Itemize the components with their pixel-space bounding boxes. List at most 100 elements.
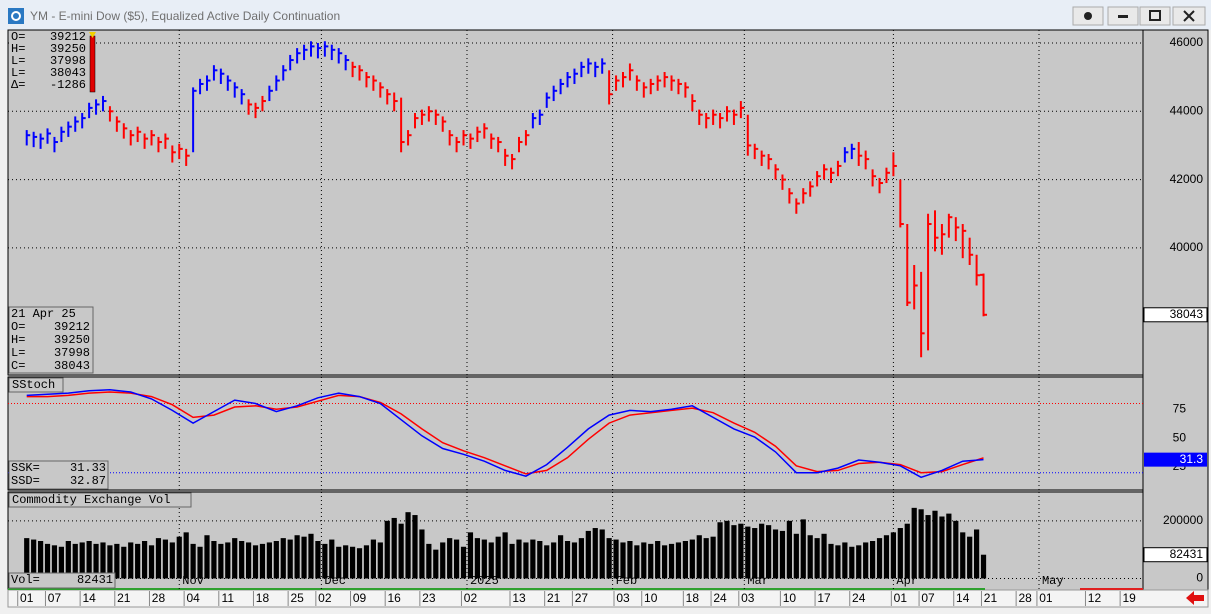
volume-bar bbox=[391, 517, 397, 579]
volume-bar bbox=[343, 545, 349, 579]
window-buttons bbox=[1072, 6, 1206, 26]
volume-bar bbox=[634, 545, 640, 579]
volume-bar bbox=[232, 538, 238, 579]
last-price-box bbox=[1143, 307, 1208, 323]
x-tick-label: 01 bbox=[20, 591, 34, 605]
volume-bar bbox=[218, 543, 224, 579]
volume-bar bbox=[856, 545, 862, 579]
stoch-info-value: 31.33 bbox=[70, 461, 106, 475]
volume-bar bbox=[100, 542, 106, 579]
stoch-info-label: SSD= bbox=[11, 474, 40, 488]
volume-bar bbox=[835, 545, 841, 579]
x-tick-label: 19 bbox=[1122, 591, 1136, 605]
volume-bar bbox=[377, 542, 383, 579]
volume-bar bbox=[315, 541, 321, 579]
title-bar bbox=[0, 0, 1211, 30]
volume-bar bbox=[211, 541, 217, 579]
volume-bar bbox=[190, 543, 196, 579]
info-value: 39250 bbox=[50, 42, 86, 56]
x-tick-label: 14 bbox=[82, 591, 96, 605]
minimize-icon bbox=[1118, 15, 1128, 18]
month-label: Mar bbox=[747, 574, 769, 588]
chart-bg bbox=[8, 30, 1208, 590]
volume-bar bbox=[599, 529, 605, 579]
maximize-button[interactable] bbox=[1139, 6, 1171, 26]
x-tick-label: 03 bbox=[741, 591, 755, 605]
volume-bar bbox=[287, 539, 293, 579]
window-title: YM - E-mini Dow ($5), Equalized Active D… bbox=[30, 9, 340, 23]
x-tick-label: 02 bbox=[464, 591, 478, 605]
last-price-label: 38043 bbox=[1170, 307, 1204, 321]
volume-bar bbox=[405, 512, 411, 579]
bar-info-label: C= bbox=[11, 359, 25, 373]
volume-bar bbox=[592, 528, 598, 579]
volume-bar bbox=[578, 538, 584, 579]
volume-bar bbox=[162, 539, 168, 579]
volume-bar bbox=[793, 533, 799, 579]
y-tick-label: 75 bbox=[1173, 401, 1187, 415]
volume-bar bbox=[585, 530, 591, 579]
volume-bar bbox=[114, 543, 120, 579]
x-tick-label: 01 bbox=[894, 591, 908, 605]
volume-bar bbox=[869, 541, 876, 579]
volume-bar bbox=[883, 535, 890, 579]
volume-bar bbox=[738, 523, 744, 579]
volume-bar bbox=[135, 543, 141, 579]
volume-bar bbox=[412, 515, 418, 579]
volume-bar bbox=[488, 542, 494, 579]
volume-bar bbox=[911, 507, 917, 579]
bar-info-value: 38043 bbox=[54, 359, 90, 373]
volume-bar bbox=[370, 539, 376, 579]
x-tick-label: 27 bbox=[575, 591, 589, 605]
bar-info-label: L= bbox=[11, 346, 25, 360]
bar-info-box bbox=[8, 306, 94, 374]
ssk-last-label: 31.3 bbox=[1180, 452, 1204, 466]
info-label: L= bbox=[11, 66, 25, 80]
volume-bar bbox=[509, 543, 515, 579]
volume-bar bbox=[745, 526, 751, 579]
volume-bar bbox=[349, 546, 356, 579]
price-info-box bbox=[9, 31, 96, 95]
stoch-line bbox=[26, 388, 984, 479]
month-label: Dec bbox=[324, 574, 346, 588]
volume-bar bbox=[24, 538, 30, 579]
stoch-title: SStoch bbox=[12, 378, 55, 392]
volume-bar bbox=[176, 536, 182, 579]
volume-bar bbox=[675, 542, 682, 579]
volume-bar bbox=[648, 543, 654, 579]
app-icon[interactable] bbox=[8, 8, 24, 24]
volume-bar bbox=[44, 543, 51, 579]
volume-bar bbox=[398, 523, 404, 579]
volume-bar bbox=[72, 543, 78, 579]
x-tick-label: 18 bbox=[256, 591, 270, 605]
y-tick-label: 42000 bbox=[1170, 172, 1204, 186]
volume-bar bbox=[842, 542, 848, 579]
month-label: May bbox=[1042, 574, 1064, 588]
app-icon-glyph bbox=[11, 11, 21, 21]
pin-icon bbox=[1084, 12, 1092, 20]
volume-bar bbox=[128, 542, 134, 579]
volume-bar bbox=[356, 548, 363, 579]
volume-bar bbox=[121, 546, 127, 579]
info-label: L= bbox=[11, 54, 25, 68]
volume-bar bbox=[613, 539, 619, 579]
last-volume-box bbox=[1143, 547, 1208, 563]
volume-bar bbox=[724, 520, 730, 579]
y-tick-label: 40000 bbox=[1170, 240, 1204, 254]
volume-info-box bbox=[8, 572, 116, 589]
volume-bar bbox=[779, 530, 786, 579]
volume-bar bbox=[433, 549, 439, 579]
volume-title-box bbox=[8, 492, 192, 508]
volume-bar bbox=[384, 520, 390, 579]
volume-bar bbox=[225, 542, 231, 579]
volume-bar bbox=[564, 541, 571, 579]
volume-bar bbox=[86, 541, 92, 579]
x-tick-label: 17 bbox=[817, 591, 831, 605]
volume-bar bbox=[467, 532, 474, 579]
volume-bar bbox=[800, 519, 806, 579]
volume-bar bbox=[890, 532, 896, 579]
info-label: Δ= bbox=[11, 78, 25, 92]
volume-bar bbox=[495, 536, 501, 579]
scroll-back-arrow[interactable] bbox=[1186, 591, 1204, 605]
volume-bar bbox=[516, 539, 522, 579]
